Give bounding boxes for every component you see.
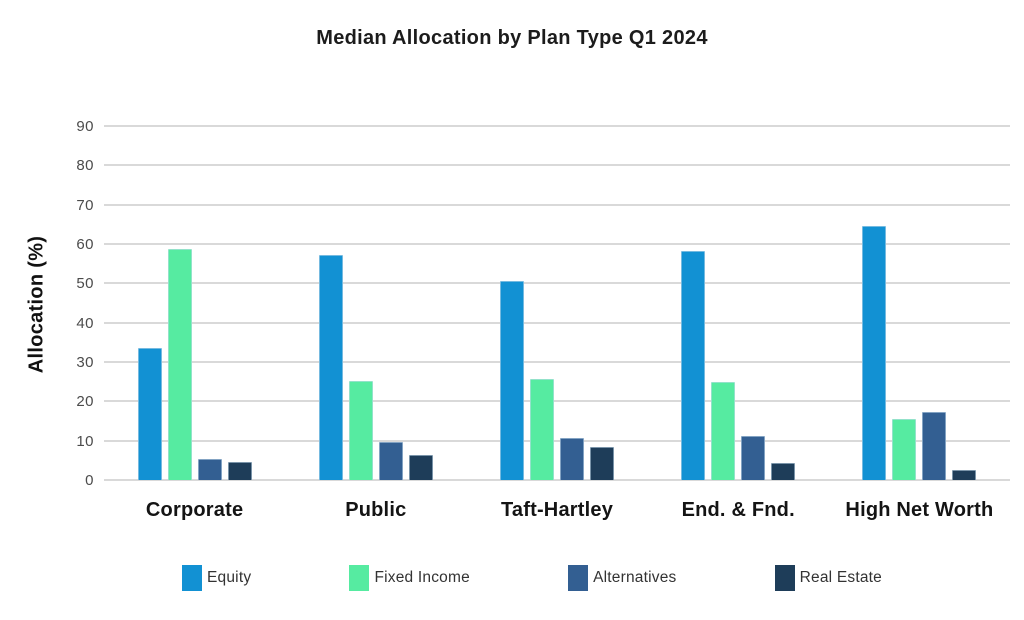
bar-real-estate-taft-hartley xyxy=(590,447,614,480)
bar-group-high-net-worth xyxy=(829,126,1010,480)
gridline-10 xyxy=(104,439,1010,442)
gridline-80 xyxy=(104,164,1010,167)
legend: Equity Fixed Income Alternatives Real Estat… xyxy=(182,565,882,591)
bar-groups xyxy=(104,126,1010,480)
bar-fixed-income-public xyxy=(348,380,373,480)
x-label-public: Public xyxy=(345,499,407,521)
legend-label-real-estate: Real Estate xyxy=(799,569,882,586)
legend-item-alternatives: Alternatives xyxy=(568,565,676,591)
bar-equity-public xyxy=(318,255,343,480)
bar-alternatives-public xyxy=(378,442,403,480)
bar-fixed-income-taft-hartley xyxy=(530,378,554,480)
gridline-70 xyxy=(104,203,1010,206)
bar-fixed-income-corporate xyxy=(167,248,192,480)
gridline-40 xyxy=(104,321,1010,324)
bar-fixed-income-high-net-worth xyxy=(892,419,917,480)
legend-label-fixed-income: Fixed Income xyxy=(374,569,470,586)
legend-swatch-real-estate xyxy=(774,565,795,591)
x-label-end-fnd: End. & Fnd. xyxy=(681,499,795,521)
legend-item-fixed-income: Fixed Income xyxy=(349,565,470,591)
gridline-20 xyxy=(104,400,1010,403)
y-axis-ticks: 0 10 20 30 40 50 60 70 80 90 xyxy=(0,118,94,489)
plot-area xyxy=(104,125,1010,481)
bar-alternatives-high-net-worth xyxy=(922,411,947,480)
bar-alternatives-taft-hartley xyxy=(560,437,584,480)
x-axis-labels: Corporate Public Taft-Hartley End. & Fnd. Hi… xyxy=(104,499,1010,522)
gridline-30 xyxy=(104,361,1010,364)
legend-swatch-alternatives xyxy=(568,565,589,591)
bar-equity-high-net-worth xyxy=(862,226,887,480)
bar-group-end-fnd xyxy=(648,126,829,480)
y-tick-label-80: 80 xyxy=(76,157,94,175)
bar-group-taft-hartley xyxy=(466,126,647,480)
legend-label-alternatives: Alternatives xyxy=(593,569,677,586)
x-label-taft-hartley: Taft-Hartley xyxy=(500,499,614,521)
y-tick-label-60: 60 xyxy=(76,236,94,254)
legend-item-equity: Equity xyxy=(182,565,251,591)
y-tick-label-10: 10 xyxy=(76,432,94,450)
bar-real-estate-end-fnd xyxy=(771,462,796,480)
legend-label-equity: Equity xyxy=(207,569,252,586)
bar-group-public xyxy=(285,126,466,480)
bar-alternatives-end-fnd xyxy=(741,435,766,480)
legend-swatch-fixed-income xyxy=(349,565,370,591)
bar-group-corporate xyxy=(104,126,285,480)
bar-real-estate-corporate xyxy=(227,462,252,480)
legend-swatch-equity xyxy=(182,565,202,591)
gridline-0 xyxy=(104,479,1010,481)
y-tick-label-70: 70 xyxy=(76,196,94,214)
bar-equity-end-fnd xyxy=(681,250,706,480)
y-tick-label-90: 90 xyxy=(76,118,94,135)
bar-equity-taft-hartley xyxy=(500,280,524,480)
bar-real-estate-high-net-worth xyxy=(952,470,977,480)
gridline-60 xyxy=(104,243,1010,246)
gridline-50 xyxy=(104,282,1010,285)
y-tick-label-30: 30 xyxy=(76,354,94,372)
legend-item-real-estate: Real Estate xyxy=(774,565,882,591)
x-label-high-net-worth: High Net Worth xyxy=(845,499,994,521)
y-tick-label-50: 50 xyxy=(76,275,94,293)
y-tick-label-20: 20 xyxy=(76,393,94,411)
bar-equity-corporate xyxy=(137,348,162,480)
chart-title: Median Allocation by Plan Type Q1 2024 xyxy=(316,27,708,49)
x-label-corporate: Corporate xyxy=(145,499,244,521)
bar-real-estate-public xyxy=(408,454,433,480)
gridline-90 xyxy=(104,125,1010,127)
y-tick-label-40: 40 xyxy=(76,314,94,332)
bar-alternatives-corporate xyxy=(197,458,222,480)
bar-fixed-income-end-fnd xyxy=(711,381,736,480)
y-tick-label-0: 0 xyxy=(85,472,94,489)
